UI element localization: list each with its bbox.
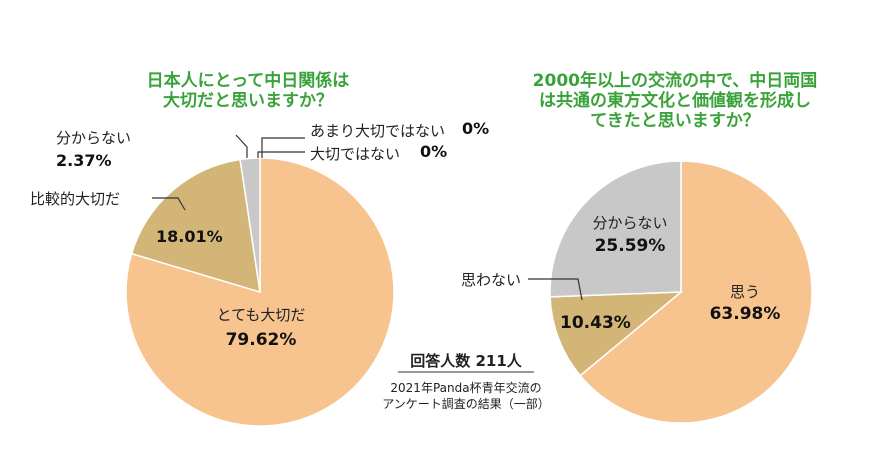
chart-2-value-omou: 63.98% [709, 304, 781, 324]
chart-2-label-wakaranai: 分からない [592, 214, 668, 232]
leader-lines [152, 134, 583, 373]
chart-1-title-line-1: 日本人にとって中日関係は [146, 71, 350, 91]
source-note-line-1: 2021年Panda杯青年交流の [390, 381, 542, 395]
chart-1-slice-2 [239, 157, 261, 293]
chart-1-value-amari: 0% [462, 119, 490, 138]
chart-2-value-omowanai: 10.43% [560, 313, 631, 333]
leader-line-omowanai [528, 278, 583, 301]
chart-2-slice-0 [579, 160, 813, 424]
chart-2-title: 2000年以上の交流の中で、中日両国 は共通の東方文化と価値観を形成し てきたと… [525, 71, 825, 131]
pie-chart-2 [549, 160, 813, 424]
chart-2-label-omowanai: 思わない [461, 271, 522, 289]
chart-1-slice-1 [130, 158, 261, 294]
chart-1-label-wakaranai: 分からない [56, 129, 132, 147]
chart-2-title-line-1: 2000年以上の交流の中で、中日両国 [532, 71, 818, 91]
chart-1-label-hikaku: 比較的大切だ [30, 190, 121, 208]
chart-1-value-totemo: 79.62% [225, 330, 297, 350]
chart-2-title-line-3: てきたと思いますか？ [590, 111, 760, 131]
leader-line-hikaku [152, 197, 186, 211]
chart-2-value-wakaranai: 25.59% [594, 236, 666, 256]
chart-1-value-hikaku: 18.01% [156, 227, 223, 246]
chart-1-label-totemo: とても大切だ [216, 306, 306, 324]
chart-2-slice-1 [549, 291, 684, 377]
leader-line-amari [261, 137, 305, 158]
source-note: 2021年Panda杯青年交流の アンケート調査の結果（一部） [370, 380, 562, 412]
chart-2-label-omou: 思う [729, 283, 760, 301]
chart-2-slice-2 [549, 160, 682, 298]
chart-1-title: 日本人にとって中日関係は 大切だと思いますか？ [128, 71, 368, 111]
respondent-count: 回答人数 211人 [410, 352, 522, 370]
leader-line-wakaranai-1 [235, 134, 248, 158]
pie-chart-1 [125, 157, 395, 427]
chart-1-value-wakaranai: 2.37% [56, 151, 112, 170]
chart-1-value-taisetsu-dewanai: 0% [420, 142, 448, 161]
chart-1-label-taisetsu-dewanai: 大切ではない [310, 145, 401, 163]
chart-1-label-amari: あまり大切ではない [310, 122, 446, 140]
leader-line-taisetsu-dewanai [257, 151, 305, 158]
chart-1-title-line-2: 大切だと思いますか？ [163, 91, 333, 111]
source-note-line-2: アンケート調査の結果（一部） [382, 397, 550, 411]
chart-2-title-line-2: は共通の東方文化と価値観を形成し [539, 91, 811, 111]
